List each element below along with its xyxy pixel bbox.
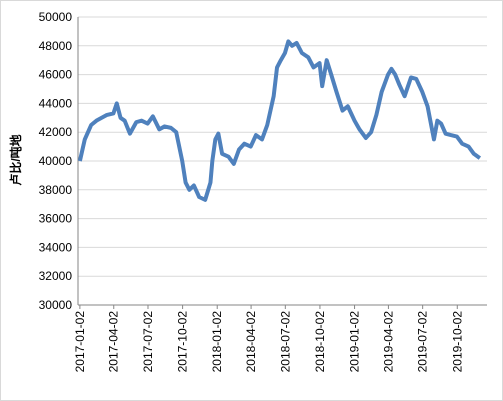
y-tick-label: 46000 bbox=[39, 68, 73, 82]
y-tick-label: 38000 bbox=[39, 183, 73, 197]
y-tick-label: 50000 bbox=[39, 10, 73, 24]
x-tick-label: 2019-10-02 bbox=[450, 311, 464, 373]
x-tick-label: 2017-07-02 bbox=[141, 311, 155, 373]
y-tick-label: 42000 bbox=[39, 125, 73, 139]
x-tick-label: 2017-04-02 bbox=[107, 311, 121, 373]
x-tick-label: 2019-07-02 bbox=[416, 311, 430, 373]
series-line bbox=[77, 39, 482, 202]
x-tick-label: 2019-04-02 bbox=[381, 311, 395, 373]
y-tick-label: 48000 bbox=[39, 39, 73, 53]
y-tick-label: 34000 bbox=[39, 240, 73, 254]
x-tick-label: 2018-04-02 bbox=[244, 311, 258, 373]
y-tick-label: 30000 bbox=[39, 298, 73, 312]
x-tick-label: 2017-01-02 bbox=[73, 311, 87, 373]
x-tick-label: 2018-01-02 bbox=[210, 311, 224, 373]
x-tick-label: 2017-10-02 bbox=[176, 311, 190, 373]
y-tick-label: 32000 bbox=[39, 269, 73, 283]
y-tick-label: 40000 bbox=[39, 154, 73, 168]
y-tick-label: 44000 bbox=[39, 96, 73, 110]
y-tick-label: 36000 bbox=[39, 212, 73, 226]
x-tick-label: 2019-01-02 bbox=[348, 311, 362, 373]
x-tick-label: 2018-07-02 bbox=[278, 311, 292, 373]
y-axis-label: 卢比/吨地 bbox=[8, 134, 23, 185]
x-tick-label: 2018-10-02 bbox=[313, 311, 327, 373]
